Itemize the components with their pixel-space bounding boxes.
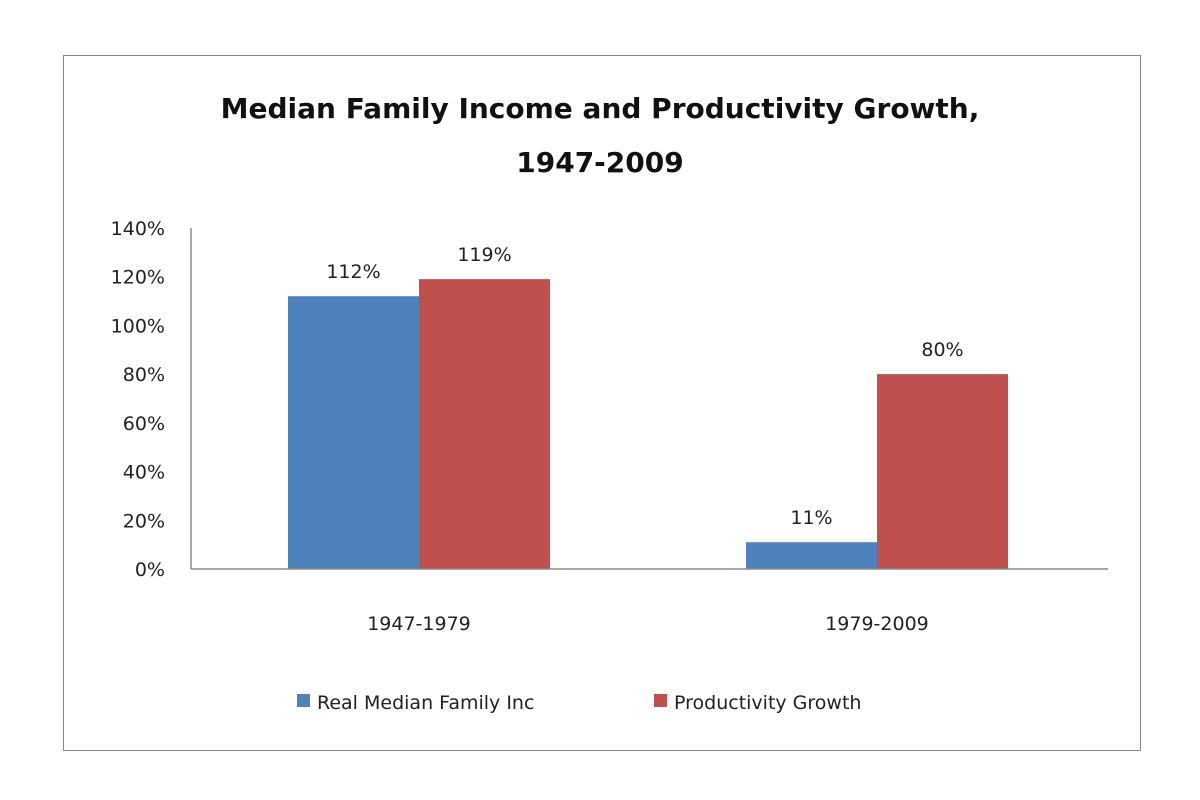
x-tick-label: 1979-2009 bbox=[825, 613, 929, 635]
y-tick-label: 140% bbox=[111, 218, 165, 240]
y-tick-label: 20% bbox=[123, 510, 165, 532]
y-tick-label: 40% bbox=[123, 462, 165, 484]
y-tick-label: 0% bbox=[135, 559, 165, 581]
y-tick-label: 100% bbox=[111, 315, 165, 337]
x-tick-label: 1947-1979 bbox=[367, 613, 471, 635]
data-label: 112% bbox=[326, 261, 380, 283]
legend-label: Productivity Growth bbox=[674, 692, 861, 714]
chart-title-line-2: 1947-2009 bbox=[516, 146, 683, 179]
chart-frame bbox=[63, 55, 1141, 751]
legend-label: Real Median Family Inc bbox=[317, 692, 534, 714]
y-tick-label: 60% bbox=[123, 413, 165, 435]
data-label: 119% bbox=[457, 244, 511, 266]
y-tick-label: 120% bbox=[111, 267, 165, 289]
bar-median-income-1979-2009 bbox=[746, 542, 877, 569]
legend-swatch bbox=[654, 694, 667, 707]
y-tick-label: 80% bbox=[123, 364, 165, 386]
data-label: 11% bbox=[790, 507, 832, 529]
chart-title-line-1: Median Family Income and Productivity Gr… bbox=[221, 92, 980, 125]
bar-productivity-1979-2009 bbox=[877, 374, 1008, 569]
bar-productivity-1947-1979 bbox=[419, 279, 550, 569]
bar-median-income-1947-1979 bbox=[288, 296, 419, 569]
legend-swatch bbox=[297, 694, 310, 707]
data-label: 80% bbox=[921, 339, 963, 361]
